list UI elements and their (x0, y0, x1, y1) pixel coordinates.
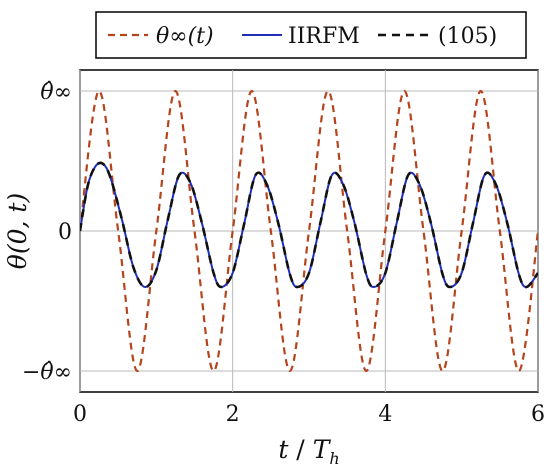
x-tick-label: 2 (226, 402, 240, 427)
y-axis-label: θ(0, t) (3, 193, 32, 269)
series-line-iirfm (80, 161, 538, 288)
x-axis-label: t / Th (278, 435, 339, 468)
x-tick-label: 4 (378, 402, 392, 427)
y-tick-label: θ̂∞ (40, 80, 72, 105)
x-tick-label: 0 (73, 402, 87, 427)
legend-box (95, 11, 527, 59)
series-line-theta-inf (80, 89, 538, 373)
legend-label-iirfm: IIRFM (288, 24, 360, 49)
x-tick-label: 6 (531, 402, 545, 427)
tick-layer: 0 2 4 6θ̂∞0−θ̂∞ (22, 80, 545, 427)
x-axis-label-t: t (278, 435, 289, 464)
x-axis-label-slash: / (288, 435, 312, 464)
legend-label-theta-inf: θ∞(t) (156, 24, 214, 49)
grid-layer (79, 70, 539, 392)
x-axis-label-T: T (313, 435, 332, 464)
series-layer (80, 89, 538, 373)
legend-label-eq105: (105) (438, 24, 497, 49)
y-tick-label: −θ̂∞ (22, 360, 72, 385)
x-axis-label-sub: h (329, 449, 339, 468)
y-tick-label: 0 (58, 220, 72, 245)
